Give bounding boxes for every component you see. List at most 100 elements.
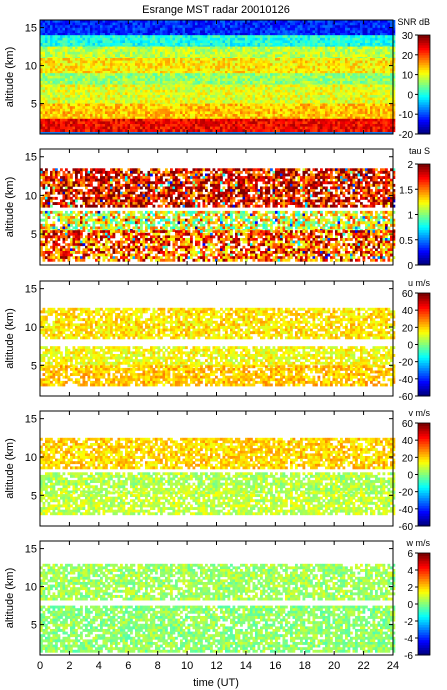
heatmap-cell	[232, 73, 236, 77]
heatmap-cell	[100, 97, 103, 101]
heatmap-cell	[112, 43, 116, 46]
heatmap-cell	[285, 68, 288, 72]
heatmap-cell	[187, 84, 191, 88]
heatmap-cell	[62, 92, 66, 96]
heatmap-cell	[315, 27, 318, 31]
heatmap-cell	[187, 60, 191, 64]
heatmap-cell	[300, 22, 303, 26]
heatmap-cell	[137, 71, 141, 74]
heatmap-cell	[325, 27, 328, 31]
heatmap-cell	[305, 84, 308, 88]
heatmap-cell	[327, 49, 331, 53]
heatmap-cell	[192, 63, 196, 67]
heatmap-cell	[282, 58, 286, 61]
heatmap-cell	[185, 81, 188, 84]
heatmap-cell	[102, 95, 106, 98]
heatmap-cell	[172, 95, 176, 98]
heatmap-cell	[245, 97, 248, 101]
heatmap-cell	[257, 78, 261, 82]
heatmap-cell	[242, 46, 246, 50]
heatmap-cell	[342, 71, 346, 74]
heatmap-cell	[387, 84, 391, 88]
heatmap-cell	[47, 22, 51, 26]
heatmap-cell	[127, 27, 131, 31]
heatmap-cell	[160, 87, 163, 91]
heatmap-cell	[332, 95, 336, 98]
heatmap-cell	[127, 73, 131, 77]
heatmap-cell	[345, 68, 348, 72]
heatmap-cell	[170, 25, 173, 29]
heatmap-cell	[370, 54, 373, 58]
heatmap-cell	[85, 63, 88, 67]
heatmap-cell	[327, 46, 331, 50]
heatmap-cell	[177, 60, 181, 64]
heatmap-cell	[62, 51, 66, 55]
heatmap-cell	[112, 71, 116, 74]
heatmap-cell	[140, 81, 143, 84]
heatmap-cell	[145, 81, 148, 84]
heatmap-cell	[202, 78, 206, 82]
heatmap-cell	[147, 43, 151, 46]
heatmap-cell	[230, 75, 233, 79]
heatmap-cell	[260, 71, 263, 74]
heatmap-cell	[387, 30, 391, 34]
heatmap-cell	[337, 92, 341, 96]
heatmap-cell	[105, 92, 108, 96]
heatmap-cell	[345, 97, 348, 101]
heatmap-cell	[327, 100, 331, 104]
heatmap-cell	[95, 30, 98, 34]
heatmap-cell	[227, 20, 231, 23]
heatmap-cell	[322, 84, 326, 88]
heatmap-cell	[130, 68, 133, 72]
heatmap-cell	[212, 100, 216, 104]
heatmap-cell	[335, 65, 338, 69]
heatmap-cell	[195, 43, 198, 46]
heatmap-cell	[352, 27, 356, 31]
heatmap-cell	[135, 89, 138, 93]
heatmap-cell	[332, 49, 336, 53]
heatmap-cell	[210, 78, 213, 82]
heatmap-cell	[205, 97, 208, 101]
heatmap-cell	[152, 84, 156, 88]
heatmap-cell	[350, 51, 353, 55]
heatmap-cell	[187, 20, 191, 23]
heatmap-cell	[182, 97, 186, 101]
heatmap-cell	[355, 43, 358, 46]
heatmap-cell	[375, 51, 378, 55]
heatmap-cell	[72, 58, 76, 61]
heatmap-cell	[247, 100, 251, 104]
heatmap-cell	[377, 71, 381, 74]
heatmap-cell	[375, 22, 378, 26]
heatmap-cell	[317, 95, 321, 98]
heatmap-cell	[132, 95, 136, 98]
heatmap-cell	[360, 46, 363, 50]
heatmap-cell	[57, 81, 61, 84]
heatmap-cell	[342, 92, 346, 96]
heatmap-cell	[195, 25, 198, 29]
heatmap-cell	[215, 75, 218, 79]
heatmap-cell	[195, 49, 198, 53]
heatmap-cell	[327, 54, 331, 58]
heatmap-cell	[327, 71, 331, 74]
heatmap-cell	[117, 33, 121, 36]
heatmap-cell	[165, 58, 168, 61]
heatmap-cell	[140, 58, 143, 61]
heatmap-cell	[115, 63, 118, 67]
heatmap-cell	[45, 89, 48, 93]
heatmap-cell	[265, 27, 268, 31]
heatmap-cell	[247, 95, 251, 98]
heatmap-cell	[365, 20, 368, 23]
heatmap-cell	[47, 20, 51, 23]
heatmap-cell	[65, 46, 68, 50]
heatmap-cell	[215, 73, 218, 77]
heatmap-cell	[392, 54, 396, 58]
heatmap-cell	[117, 37, 121, 41]
heatmap-cell	[115, 65, 118, 69]
heatmap-cell	[210, 49, 213, 53]
heatmap-cell	[80, 51, 83, 55]
heatmap-cell	[362, 22, 366, 26]
heatmap-cell	[357, 22, 361, 26]
heatmap-cell	[282, 65, 286, 69]
heatmap-cell	[55, 51, 58, 55]
heatmap-cell	[105, 30, 108, 34]
